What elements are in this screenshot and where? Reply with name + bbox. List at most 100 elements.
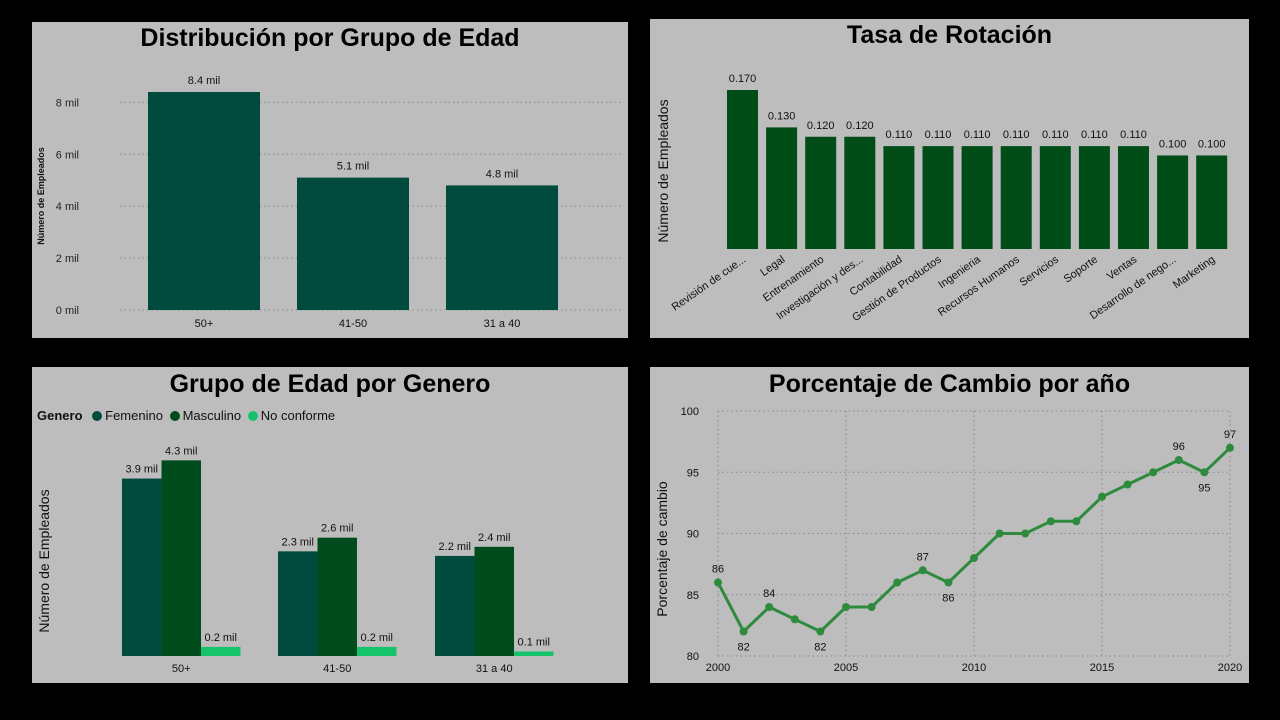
data-point <box>893 578 902 587</box>
bar <box>1078 146 1110 249</box>
data-label: 0.2 mil <box>361 632 393 644</box>
data-point <box>790 615 799 624</box>
data-label: 0.100 <box>1198 138 1226 150</box>
data-label: 0.110 <box>1081 129 1108 141</box>
age-by-gender-panel: Grupo de Edad por Genero Genero Femenino… <box>32 367 628 683</box>
bar <box>435 555 475 656</box>
x-tick-label: Ventas <box>1105 253 1140 282</box>
bar <box>122 478 162 656</box>
data-point <box>918 566 927 575</box>
data-label: 0.120 <box>846 120 874 132</box>
turnover-rate-chart: Número de Empleados 0.170 Revisión de cue.… <box>655 73 1228 324</box>
data-point <box>1149 468 1158 477</box>
data-point <box>816 627 825 636</box>
data-label: 5.1 mil <box>337 161 369 173</box>
x-tick-label: Servicios <box>1018 253 1062 289</box>
y-tick-label: 0 mil <box>56 305 79 317</box>
bar <box>201 646 241 656</box>
y-tick-label: 95 <box>687 467 699 479</box>
bar <box>727 90 758 249</box>
data-label: 0.1 mil <box>518 636 550 648</box>
x-tick-label: Revisión de cue... <box>670 254 749 314</box>
age-distribution-chart: 0 mil 2 mil 4 mil 6 mil 8 mil Número de Emple… <box>36 75 622 330</box>
x-tick-label: 41-50 <box>339 318 367 330</box>
data-label: 0.110 <box>886 129 913 141</box>
bar <box>446 185 558 310</box>
bar <box>317 537 357 656</box>
bar <box>1039 146 1071 249</box>
data-label: 95 <box>1198 482 1210 494</box>
x-tick-label: 2010 <box>962 662 986 674</box>
x-tick-label: Marketing <box>1171 254 1217 292</box>
data-label: 96 <box>1173 441 1185 453</box>
legend-item-no-conforme[interactable]: No conforme <box>247 408 336 423</box>
bar <box>297 177 409 310</box>
data-label: 0.110 <box>1003 129 1030 141</box>
data-point <box>944 578 953 587</box>
y-tick-label: 90 <box>687 529 699 541</box>
bar <box>514 651 554 656</box>
data-point <box>739 627 748 636</box>
y-tick-label: 80 <box>687 651 699 663</box>
bar <box>1157 155 1189 249</box>
x-tick-label: 50+ <box>195 318 214 330</box>
data-label: 8.4 mil <box>188 75 220 87</box>
change-percentage-panel: Porcentaje de Cambio por año 80 85 90 95 100… <box>650 367 1249 683</box>
data-point <box>1123 480 1132 489</box>
bar <box>922 146 954 249</box>
x-tick-label: 2020 <box>1218 662 1242 674</box>
data-label: 0.120 <box>807 120 835 132</box>
data-label: 0.130 <box>768 110 796 122</box>
data-point <box>765 603 774 611</box>
data-label: 2.6 mil <box>321 523 353 535</box>
bar <box>278 551 318 656</box>
y-tick-label: 100 <box>681 406 699 418</box>
data-label: 86 <box>712 564 724 576</box>
data-point <box>867 603 876 611</box>
legend-item-masculino[interactable]: Masculino <box>169 408 242 423</box>
data-point <box>714 578 722 587</box>
x-tick-label: 2000 <box>706 662 730 674</box>
x-tick-label: Soporte <box>1062 254 1100 286</box>
y-axis-label: Número de Empleados <box>655 99 671 242</box>
y-tick-label: 85 <box>687 590 699 602</box>
bar <box>883 146 915 249</box>
data-point <box>1021 529 1030 538</box>
bar <box>1000 146 1032 249</box>
data-label: 84 <box>763 588 775 600</box>
data-label: 2.3 mil <box>282 536 314 548</box>
x-tick-label: 31 a 40 <box>476 663 513 675</box>
legend-dot-icon <box>247 411 258 421</box>
age-distribution-panel: Distribución por Grupo de Edad 0 mil 2 mi… <box>32 22 628 338</box>
data-label: 86 <box>942 593 954 605</box>
data-label: 4.3 mil <box>165 445 197 457</box>
chart-title: Distribución por Grupo de Edad <box>140 24 520 52</box>
legend-item-femenino[interactable]: Femenino <box>92 408 163 423</box>
legend-label: No conforme <box>260 408 336 423</box>
bar <box>1118 146 1149 249</box>
bar <box>357 646 397 656</box>
data-point <box>1098 492 1106 501</box>
y-tick-label: 6 mil <box>56 149 79 161</box>
x-tick-label: Legal <box>758 254 787 279</box>
y-axis-label: Porcentaje de cambio <box>654 481 670 617</box>
chart-title: Porcentaje de Cambio por año <box>768 370 1131 398</box>
data-label: 82 <box>737 642 749 654</box>
data-label: 0.110 <box>964 129 991 141</box>
legend-label: Femenino <box>105 408 163 423</box>
legend-label: Masculino <box>182 408 242 423</box>
y-tick-label: 4 mil <box>56 201 79 213</box>
x-tick-label: 41-50 <box>323 663 351 675</box>
data-label: 0.110 <box>925 129 952 141</box>
bar <box>961 146 993 249</box>
data-point <box>842 603 850 611</box>
data-label: 0.2 mil <box>205 632 237 644</box>
data-point <box>970 554 978 562</box>
data-point <box>1174 456 1183 464</box>
data-label: 82 <box>814 642 826 654</box>
data-label: 3.9 mil <box>126 464 158 476</box>
x-tick-label: 2015 <box>1090 662 1114 674</box>
bar <box>474 546 514 656</box>
data-label: 0.170 <box>729 73 757 85</box>
data-label: 4.8 mil <box>486 168 518 180</box>
